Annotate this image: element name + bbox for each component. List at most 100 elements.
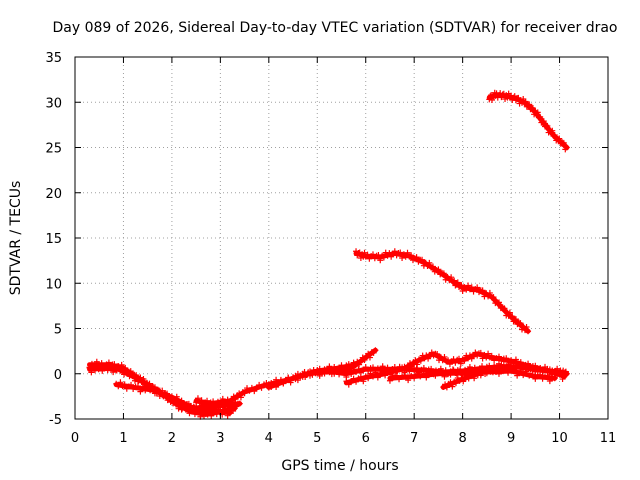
data-point	[86, 364, 93, 371]
data-point	[413, 365, 420, 372]
data-point	[453, 280, 460, 287]
data-point	[236, 400, 243, 407]
data-point	[222, 407, 229, 414]
data-point	[450, 367, 457, 374]
data-point	[134, 383, 141, 390]
data-point	[472, 349, 479, 356]
data-point	[225, 403, 232, 410]
data-point	[408, 372, 415, 379]
data-point	[517, 320, 524, 327]
data-point	[546, 378, 553, 385]
data-point	[164, 390, 171, 397]
data-point	[98, 360, 105, 367]
data-point	[450, 356, 457, 363]
y-tick-label: 35	[45, 51, 62, 66]
data-point	[258, 384, 265, 391]
series-track-9	[440, 364, 505, 391]
data-point	[144, 379, 151, 386]
data-point	[561, 373, 568, 380]
data-point	[236, 390, 243, 397]
series-track-11	[486, 89, 570, 153]
data-point	[201, 412, 208, 419]
data-point	[523, 323, 530, 330]
data-point	[425, 355, 432, 362]
data-point	[477, 349, 484, 356]
data-point	[214, 406, 221, 413]
data-point	[122, 364, 129, 371]
data-point	[424, 263, 431, 270]
data-point	[396, 376, 403, 383]
data-point	[485, 293, 492, 300]
x-tick-label: 4	[265, 431, 273, 446]
data-point	[474, 372, 481, 379]
data-point	[128, 381, 135, 388]
data-point	[441, 353, 448, 360]
data-point	[462, 369, 469, 376]
data-point	[375, 251, 382, 258]
data-points	[86, 89, 570, 420]
y-tick-label: -5	[49, 413, 62, 428]
data-point	[529, 371, 536, 378]
data-point	[292, 376, 299, 383]
x-axis-label: GPS time / hours	[281, 458, 398, 474]
data-point	[426, 259, 433, 266]
data-point	[471, 375, 478, 382]
data-point	[522, 327, 529, 334]
data-point	[465, 367, 472, 374]
data-point	[486, 362, 493, 369]
x-tick-label: 9	[507, 431, 515, 446]
data-point	[508, 314, 515, 321]
data-point	[474, 284, 481, 291]
data-point	[453, 370, 460, 377]
data-point	[560, 139, 567, 146]
data-point	[219, 395, 226, 402]
data-point	[456, 355, 463, 362]
data-point	[366, 354, 373, 361]
data-point	[498, 94, 505, 101]
data-point	[121, 381, 128, 388]
y-axis-label: SDTVAR / TECUs	[8, 181, 24, 296]
data-point	[204, 397, 211, 404]
data-point	[365, 375, 372, 382]
data-point	[550, 132, 557, 139]
data-point	[207, 406, 214, 413]
data-point	[546, 366, 553, 373]
data-point	[525, 360, 532, 367]
data-point	[379, 363, 386, 370]
data-point	[402, 372, 409, 379]
data-point	[445, 357, 452, 364]
data-point	[486, 96, 493, 103]
data-point	[127, 368, 134, 375]
data-point	[217, 400, 224, 407]
data-point	[468, 355, 475, 362]
y-tick-label: 0	[54, 368, 62, 383]
series-track-3	[113, 379, 234, 419]
data-point	[498, 364, 505, 371]
data-point	[495, 299, 502, 306]
data-point	[326, 366, 333, 373]
data-point	[369, 364, 376, 371]
data-point	[403, 366, 410, 373]
data-point	[117, 379, 124, 386]
data-point	[178, 406, 185, 413]
data-point	[514, 372, 521, 379]
data-point	[529, 105, 536, 112]
data-point	[91, 367, 98, 374]
data-point	[388, 253, 395, 260]
data-point	[361, 356, 368, 363]
y-tick-label: 5	[54, 323, 62, 338]
data-point	[452, 380, 459, 387]
x-tick-label: 2	[168, 431, 176, 446]
data-point	[468, 284, 475, 291]
data-point	[393, 372, 400, 379]
data-point	[439, 357, 446, 364]
data-point	[522, 98, 529, 105]
data-point	[526, 372, 533, 379]
data-point	[499, 91, 506, 98]
data-point	[432, 372, 439, 379]
data-point	[408, 252, 415, 259]
data-point	[523, 368, 530, 375]
data-point	[417, 357, 424, 364]
data-point	[391, 248, 398, 255]
data-point	[487, 368, 494, 375]
